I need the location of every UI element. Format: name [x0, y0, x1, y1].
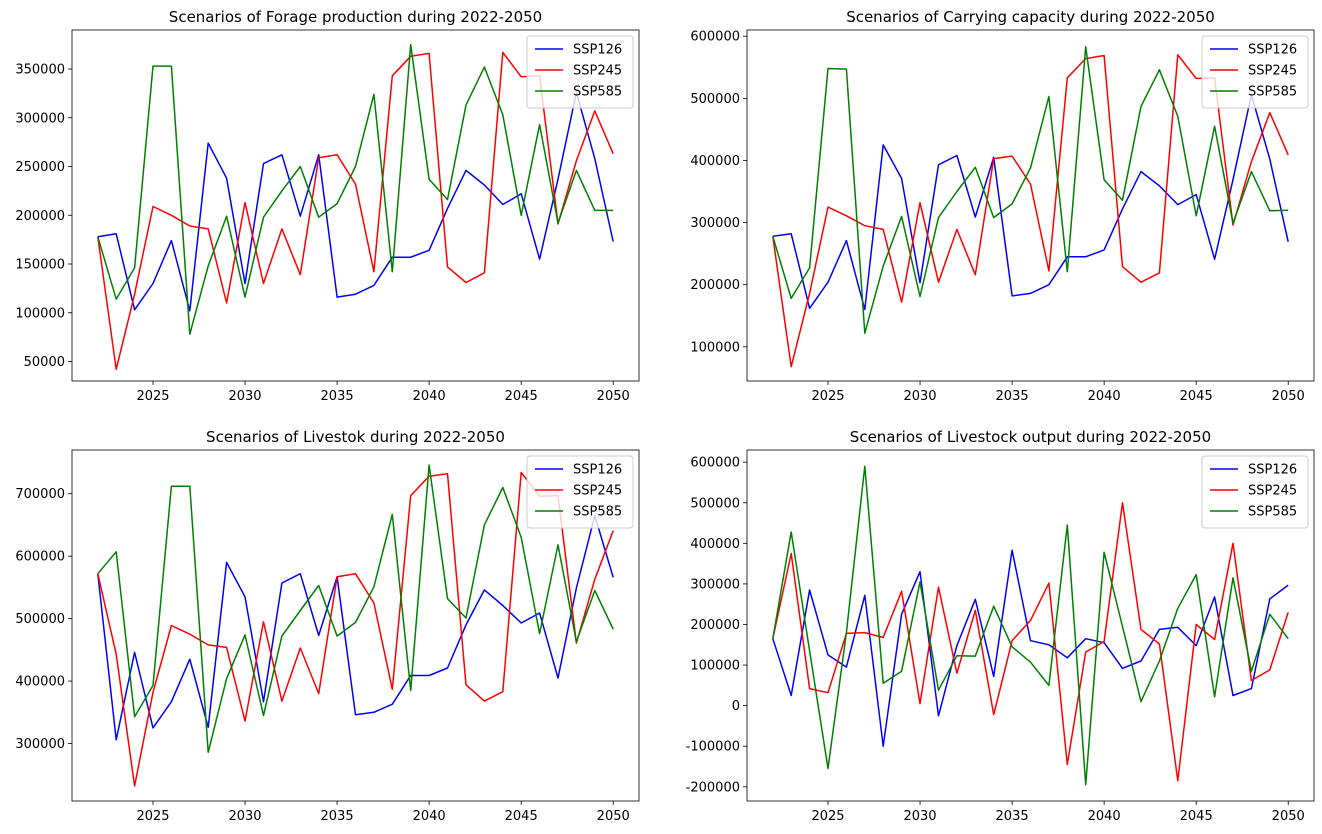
x-tick-label: 2025 [811, 389, 844, 404]
y-tick-label: 200000 [690, 618, 740, 633]
x-tick-label: 2035 [996, 389, 1029, 404]
y-tick-label: 400000 [690, 537, 740, 552]
series-line-ssp585 [772, 46, 1289, 334]
y-tick-label: 400000 [690, 154, 740, 169]
chart-panel-1: Scenarios of Forage production during 20… [15, 8, 640, 404]
series-line-ssp126 [772, 93, 1289, 311]
chart-panel-4: Scenarios of Livestock output during 202… [686, 428, 1315, 824]
y-tick-label: 200000 [690, 278, 740, 293]
y-tick-label: 600000 [690, 30, 740, 45]
legend-label-ssp126: SSP126 [1248, 463, 1297, 478]
series-line-ssp126 [97, 91, 614, 312]
legend-label-ssp126: SSP126 [573, 43, 622, 58]
x-tick-label: 2030 [228, 389, 261, 404]
axes-frame [71, 29, 640, 382]
chart-title: Scenarios of Carrying capacity during 20… [846, 8, 1215, 26]
legend-label-ssp126: SSP126 [573, 463, 622, 478]
x-tick-label: 2035 [321, 389, 354, 404]
series-line-ssp585 [97, 464, 614, 754]
y-tick-label: -200000 [686, 780, 740, 795]
chart-title: Scenarios of Forage production during 20… [169, 8, 542, 26]
y-tick-label: 100000 [15, 306, 65, 321]
axes-frame [746, 449, 1315, 802]
y-tick-label: 300000 [15, 737, 65, 752]
y-tick-label: 700000 [15, 487, 65, 502]
legend-box [526, 35, 634, 109]
y-tick-label: 350000 [15, 63, 65, 78]
legend: SSP126 SSP245 SSP585 [1201, 455, 1309, 529]
y-tick-label: 250000 [15, 160, 65, 175]
x-tick-label: 2045 [505, 809, 538, 824]
y-tick-label: 600000 [690, 456, 740, 471]
legend-box [526, 455, 634, 529]
y-tick-label: 100000 [690, 659, 740, 674]
y-tick-label: 600000 [15, 550, 65, 565]
x-tick-label: 2030 [903, 809, 936, 824]
y-tick-label: 500000 [15, 612, 65, 627]
x-tick-label: 2030 [228, 809, 261, 824]
legend-box [1201, 455, 1309, 529]
y-tick-label: 100000 [690, 340, 740, 355]
axes-frame [71, 449, 640, 802]
legend: SSP126 SSP245 SSP585 [526, 35, 634, 109]
x-tick-label: 2045 [1180, 389, 1213, 404]
y-tick-label: 50000 [24, 355, 65, 370]
x-tick-label: 2030 [903, 389, 936, 404]
legend-label-ssp585: SSP585 [1248, 85, 1297, 100]
y-tick-label: 500000 [690, 92, 740, 107]
chart-title: Scenarios of Livestok during 2022-2050 [206, 428, 505, 446]
x-tick-label: 2045 [1180, 809, 1213, 824]
legend-label-ssp245: SSP245 [573, 484, 622, 499]
chart-panel-3: Scenarios of Livestok during 2022-2050 20… [15, 428, 640, 824]
legend-label-ssp245: SSP245 [1248, 64, 1297, 79]
legend-box [1201, 35, 1309, 109]
series-line-ssp126 [97, 514, 614, 741]
x-tick-label: 2035 [321, 809, 354, 824]
chart-title: Scenarios of Livestock output during 202… [850, 428, 1211, 446]
axes-frame [746, 29, 1315, 382]
y-tick-label: 300000 [15, 111, 65, 126]
x-tick-label: 2025 [136, 809, 169, 824]
x-tick-label: 2040 [413, 389, 446, 404]
series-line-ssp585 [97, 43, 614, 335]
y-tick-label: 300000 [690, 216, 740, 231]
chart-panel-2: Scenarios of Carrying capacity during 20… [690, 8, 1315, 404]
x-tick-label: 2040 [1088, 389, 1121, 404]
legend: SSP126 SSP245 SSP585 [1201, 35, 1309, 109]
series-line-ssp126 [772, 549, 1289, 747]
y-tick-label: 500000 [690, 496, 740, 511]
series-line-ssp585 [772, 465, 1289, 786]
x-tick-label: 2040 [413, 809, 446, 824]
x-tick-label: 2035 [996, 809, 1029, 824]
y-tick-label: 200000 [15, 209, 65, 224]
x-tick-label: 2050 [597, 809, 630, 824]
y-tick-label: 400000 [15, 675, 65, 690]
x-tick-label: 2050 [1272, 809, 1305, 824]
legend-label-ssp585: SSP585 [573, 505, 622, 520]
x-tick-label: 2050 [1272, 389, 1305, 404]
legend-label-ssp126: SSP126 [1248, 43, 1297, 58]
x-tick-label: 2025 [136, 389, 169, 404]
legend-label-ssp585: SSP585 [1248, 505, 1297, 520]
series-line-ssp245 [772, 502, 1289, 782]
legend-label-ssp585: SSP585 [573, 85, 622, 100]
x-tick-label: 2045 [505, 389, 538, 404]
legend-label-ssp245: SSP245 [573, 64, 622, 79]
y-tick-label: 0 [732, 699, 740, 714]
y-tick-label: -100000 [686, 740, 740, 755]
legend-label-ssp245: SSP245 [1248, 484, 1297, 499]
legend: SSP126 SSP245 SSP585 [526, 455, 634, 529]
x-tick-label: 2040 [1088, 809, 1121, 824]
x-tick-label: 2025 [811, 809, 844, 824]
y-tick-label: 150000 [15, 258, 65, 273]
x-tick-label: 2050 [597, 389, 630, 404]
y-tick-label: 300000 [690, 577, 740, 592]
